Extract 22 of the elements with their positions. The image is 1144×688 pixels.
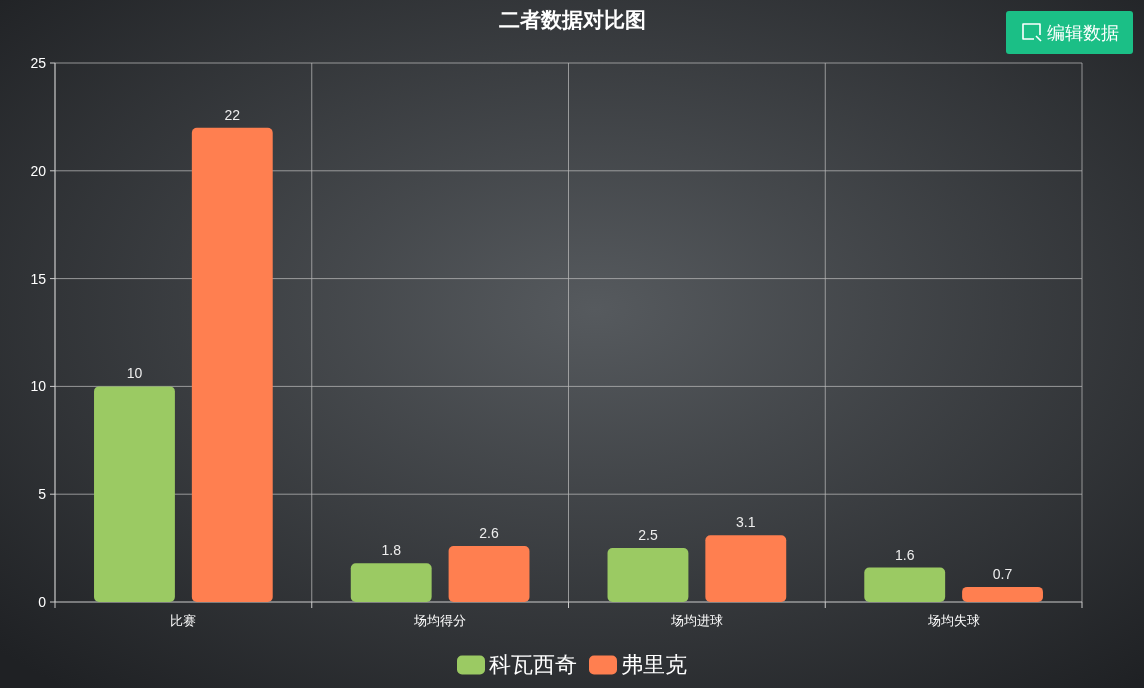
x-tick-label: 场均进球	[669, 613, 723, 628]
y-tick-label: 10	[30, 378, 47, 395]
y-tick-label: 15	[30, 270, 47, 287]
data-label: 0.7	[992, 565, 1013, 582]
y-tick-label: 5	[38, 486, 47, 503]
chart-title: 二者数据对比图	[498, 8, 646, 31]
x-tick-label: 比赛	[170, 613, 197, 628]
data-label: 10	[126, 365, 143, 382]
legend-label: 弗里克	[621, 652, 687, 677]
y-tick-label: 0	[38, 594, 47, 610]
y-tick-label: 20	[30, 162, 47, 179]
legend-label: 科瓦西奇	[489, 652, 577, 677]
data-label: 1.6	[894, 546, 915, 563]
x-tick-label: 场均得分	[413, 613, 467, 628]
data-label: 1.8	[381, 542, 402, 559]
x-tick-label: 场均失球	[926, 613, 980, 628]
y-tick-label: 25	[30, 55, 47, 71]
text: 编辑数据	[1047, 23, 1119, 43]
data-label: 3.1	[736, 514, 756, 531]
data-label: 2.5	[638, 527, 658, 544]
data-label: 22	[224, 106, 241, 123]
data-label: 2.6	[479, 524, 499, 541]
